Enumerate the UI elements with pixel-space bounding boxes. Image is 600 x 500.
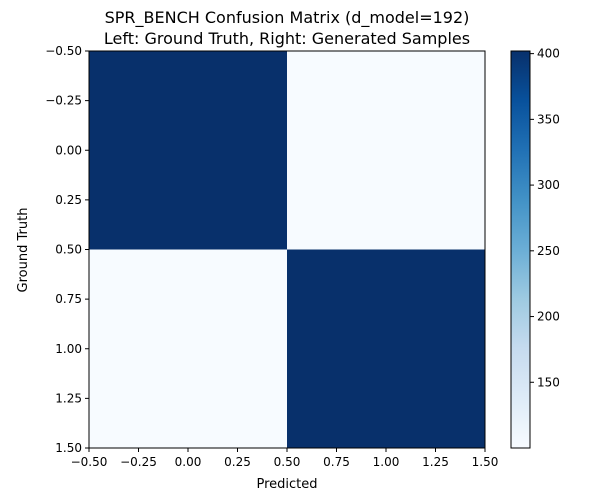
colorbar-tick-label: 250 — [537, 244, 560, 258]
y-axis-label: Ground Truth — [16, 208, 31, 293]
x-tick-label: 0.25 — [224, 455, 251, 469]
x-tick-label: 1.00 — [373, 455, 400, 469]
heatmap-cells — [89, 51, 485, 448]
y-tick-label: 1.50 — [55, 441, 82, 455]
colorbar-tick-label: 400 — [537, 47, 560, 61]
colorbar-ticks: 150 200 250 300 350 400 — [530, 47, 560, 389]
y-tick-label: 0.25 — [55, 193, 82, 207]
chart-title-line-2: Left: Ground Truth, Right: Generated Sam… — [104, 29, 470, 48]
x-axis-ticks: −0.50 −0.25 0.00 0.25 0.50 0.75 1.00 1.25 1.50 — [71, 448, 499, 469]
heatmap-cell-0-1 — [287, 51, 485, 250]
x-tick-label: 0.00 — [175, 455, 202, 469]
heatmap-cell-0-0 — [89, 51, 287, 250]
y-tick-label: 1.00 — [55, 342, 82, 356]
y-tick-label: −0.50 — [45, 44, 82, 58]
y-tick-label: 1.25 — [55, 391, 82, 405]
y-axis-ticks: −0.50 −0.25 0.00 0.25 0.50 0.75 1.00 1.25 1.50 — [45, 44, 89, 455]
colorbar: 150 200 250 300 350 400 — [510, 47, 560, 449]
chart-title: SPR_BENCH Confusion Matrix (d_model=192)… — [104, 8, 470, 48]
y-tick-label: 0.00 — [55, 143, 82, 157]
colorbar-tick-label: 150 — [537, 375, 560, 389]
colorbar-gradient — [510, 50, 531, 449]
x-tick-label: 0.75 — [323, 455, 350, 469]
x-tick-label: −0.25 — [120, 455, 157, 469]
x-tick-label: 1.25 — [422, 455, 449, 469]
colorbar-tick-label: 350 — [537, 112, 560, 126]
heatmap-cell-1-0 — [89, 249, 287, 448]
y-tick-label: −0.25 — [45, 94, 82, 108]
x-tick-label: −0.50 — [71, 455, 108, 469]
heatmap-cell-1-1 — [287, 249, 485, 448]
chart-title-line-1: SPR_BENCH Confusion Matrix (d_model=192) — [105, 8, 470, 28]
x-axis-label: Predicted — [256, 477, 317, 492]
x-tick-label: 1.50 — [472, 455, 499, 469]
colorbar-tick-label: 300 — [537, 178, 560, 192]
colorbar-tick-label: 200 — [537, 310, 560, 324]
y-tick-label: 0.75 — [55, 292, 82, 306]
x-tick-label: 0.50 — [274, 455, 301, 469]
y-tick-label: 0.50 — [55, 243, 82, 257]
